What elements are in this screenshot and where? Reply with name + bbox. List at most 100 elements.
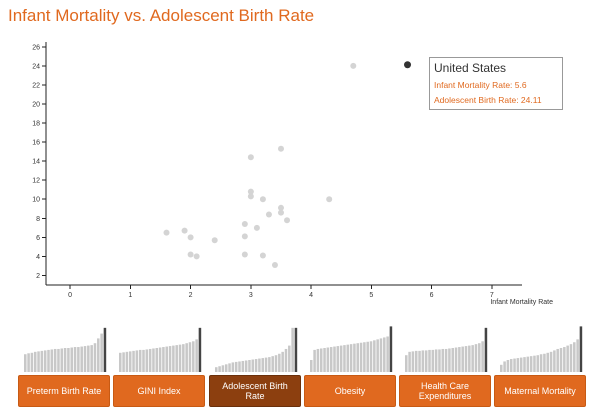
- x-tick: 5: [369, 285, 373, 299]
- metric-bar: [90, 345, 93, 372]
- metric-bar: [70, 347, 73, 372]
- metric-bar: [268, 357, 271, 372]
- metric-bar: [431, 349, 435, 372]
- data-point[interactable]: [277, 209, 284, 216]
- y-tick: 2: [36, 273, 46, 280]
- tooltip-infant-mortality: Infant Mortality Rate: 5.6: [434, 80, 527, 90]
- data-point[interactable]: [211, 237, 218, 244]
- metric-bar: [319, 348, 323, 372]
- metric-bar: [474, 344, 478, 372]
- data-point[interactable]: [326, 196, 333, 203]
- metric-button[interactable]: Health Care Expenditures: [399, 375, 491, 407]
- x-tick-label: 5: [369, 292, 373, 299]
- metric-bar: [478, 343, 481, 372]
- y-tick-label: 18: [32, 121, 40, 128]
- y-tick: 6: [36, 235, 46, 242]
- data-point[interactable]: [187, 234, 194, 241]
- data-point[interactable]: [259, 252, 266, 259]
- data-point[interactable]: [187, 251, 194, 258]
- metric-bar: [158, 347, 162, 372]
- y-tick: 18: [32, 121, 46, 128]
- data-point[interactable]: [247, 193, 254, 200]
- data-point[interactable]: [163, 229, 170, 236]
- data-point[interactable]: [241, 251, 248, 258]
- y-tick: 26: [32, 44, 46, 51]
- metric-button[interactable]: GINI Index: [113, 375, 205, 407]
- metric-bar: [284, 348, 288, 372]
- data-point[interactable]: [253, 224, 260, 231]
- metric-button[interactable]: Maternal Mortality: [494, 375, 586, 407]
- metric-bar: [264, 357, 268, 372]
- y-tick: 12: [32, 178, 46, 185]
- metric-bar: [500, 364, 503, 372]
- metric-bar: [228, 363, 231, 372]
- metric-bar: [24, 354, 27, 372]
- metric-panels: Preterm Birth Rate GINI Index Adolescent B…: [0, 318, 600, 415]
- metric-bar: [258, 358, 261, 372]
- x-tick-label: 4: [309, 292, 313, 299]
- data-point[interactable]: [277, 204, 284, 211]
- metric-bar: [67, 348, 70, 372]
- metric-bar: [97, 338, 100, 372]
- y-tick-label: 22: [32, 82, 40, 89]
- metric-bar-highlight: [294, 327, 298, 372]
- y-tick-label: 14: [32, 159, 40, 166]
- metric-bar: [405, 355, 408, 372]
- y-tick-label: 10: [32, 197, 40, 204]
- metric-bar: [119, 352, 122, 372]
- metric-panel: Obesity: [304, 318, 396, 413]
- metric-bar: [523, 357, 526, 372]
- data-point[interactable]: [277, 145, 284, 152]
- data-point[interactable]: [241, 221, 248, 228]
- x-tick-label: 0: [68, 292, 72, 299]
- metric-panel: Health Care Expenditures: [399, 318, 491, 413]
- metric-bar: [533, 355, 536, 372]
- metric-bar: [278, 353, 281, 372]
- metric-bar: [353, 343, 356, 372]
- metric-button[interactable]: Preterm Birth Rate: [18, 375, 110, 407]
- metric-bar: [421, 350, 425, 372]
- metric-bar: [152, 348, 155, 372]
- data-point[interactable]: [350, 62, 357, 69]
- y-tick: 16: [32, 140, 46, 147]
- data-point[interactable]: [247, 154, 254, 161]
- metric-bar: [142, 349, 145, 372]
- selected-data-point[interactable]: [404, 61, 412, 69]
- data-point[interactable]: [241, 233, 248, 240]
- metric-mini-bar-chart: [310, 326, 393, 372]
- metric-button[interactable]: Adolescent Birth Rate: [209, 375, 301, 407]
- page-title: Infant Mortality vs. Adolescent Birth Ra…: [8, 6, 315, 25]
- x-tick: 0: [68, 285, 72, 299]
- metric-panel: GINI Index: [113, 318, 205, 413]
- x-tick: 6: [430, 285, 434, 299]
- y-tick-label: 16: [32, 140, 40, 147]
- metric-bar: [50, 349, 54, 372]
- metric-bar: [241, 360, 245, 372]
- metric-bar: [536, 355, 540, 372]
- metric-button[interactable]: Obesity: [304, 375, 396, 407]
- data-point[interactable]: [247, 188, 254, 195]
- metric-bar: [356, 343, 359, 372]
- data-point[interactable]: [181, 227, 188, 234]
- metric-bar: [100, 333, 103, 372]
- metric-bar: [438, 349, 441, 372]
- data-point[interactable]: [193, 253, 200, 260]
- metric-bar: [244, 360, 248, 372]
- metric-bar: [526, 356, 530, 372]
- metric-bar: [411, 351, 415, 372]
- data-point[interactable]: [259, 196, 266, 203]
- y-tick-label: 24: [32, 63, 40, 70]
- metric-bar: [165, 346, 168, 372]
- y-tick-label: 4: [36, 254, 40, 261]
- metric-bar: [274, 355, 278, 372]
- metric-bar: [33, 351, 37, 372]
- data-point[interactable]: [271, 261, 278, 268]
- metric-bar: [238, 361, 241, 372]
- tooltip-adolescent-birth: Adolescent Birth Rate: 24.11: [434, 95, 542, 105]
- metric-panel: Maternal Mortality: [494, 318, 586, 413]
- data-point[interactable]: [284, 217, 291, 224]
- metric-bar: [383, 337, 386, 372]
- data-point[interactable]: [265, 211, 272, 218]
